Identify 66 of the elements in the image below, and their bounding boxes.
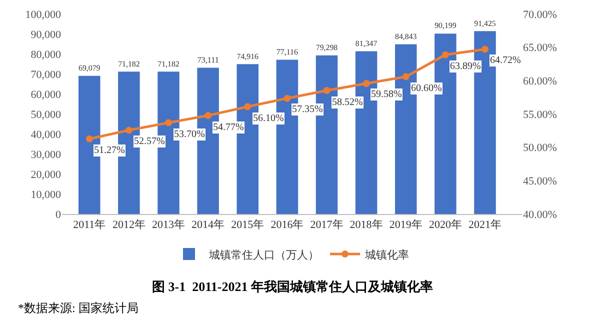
point	[244, 103, 252, 110]
x-tick-label: 2016年	[270, 219, 304, 232]
x-tick-label: 2014年	[192, 219, 225, 232]
text: *数据来源: 国家统计局	[18, 301, 138, 315]
data-label: 79,298	[316, 43, 338, 52]
y-tick-label: 20,000	[30, 168, 62, 181]
x-tick-label: 2011年	[73, 219, 106, 232]
y-tick-label: 100,000	[25, 8, 62, 21]
y2-tick-label: 55.00%	[523, 108, 557, 121]
y-tick-label: 80,000	[30, 48, 62, 61]
point	[323, 87, 330, 94]
data-label: 69,079	[78, 63, 100, 72]
y2-tick-label: 50.00%	[523, 142, 557, 154]
x-tick-label: 2013年	[152, 219, 185, 232]
data-label: 56.10%	[253, 113, 284, 124]
data-label: 59.58%	[371, 89, 402, 100]
y-tick-label: 60,000	[30, 88, 62, 101]
legend-label: 城镇化率	[364, 248, 409, 262]
y-tick-label: 30,000	[30, 148, 62, 161]
y-tick-label: 70,000	[30, 68, 62, 81]
data-label: 81,347	[355, 38, 378, 48]
data-label: 53.70%	[174, 129, 205, 140]
data-label: 71,182	[118, 59, 140, 68]
point	[165, 119, 172, 126]
y2-tick-label: 40.00%	[523, 208, 557, 221]
y-tick-label: 10,000	[30, 188, 62, 201]
y2-tick-label: 70.00%	[523, 8, 557, 21]
data-label: 60.60%	[411, 83, 442, 94]
point	[204, 112, 212, 120]
data-label: 57.35%	[292, 104, 323, 115]
data-label: 90,199	[434, 21, 456, 30]
x-tick-label: 2018年	[350, 219, 383, 232]
data-label: 84,843	[395, 32, 417, 41]
data-label: 63.89%	[450, 61, 481, 72]
data-label: 58.52%	[332, 97, 363, 108]
legend-label: 城镇常住人口（万人）	[208, 248, 319, 262]
point	[86, 135, 93, 142]
data-label: 77,116	[276, 47, 298, 56]
y2-tick-label: 60.00%	[523, 76, 557, 88]
point	[362, 80, 370, 87]
x-tick-label: 2015年	[231, 219, 264, 232]
x-tick-label: 2020年	[428, 219, 462, 232]
x-tick-label: 2019年	[389, 219, 422, 232]
data-label: 52.57%	[134, 136, 165, 147]
y-tick-label: 0	[56, 208, 62, 221]
data-label: 51.27%	[94, 145, 125, 156]
y-tick-label: 50,000	[30, 108, 62, 121]
data-label: 73,111	[197, 55, 219, 64]
data-label: 64.72%	[490, 55, 521, 66]
data-label: 74,916	[236, 52, 259, 61]
point	[284, 94, 291, 102]
x-tick-label: 2012年	[112, 219, 146, 232]
point	[442, 51, 449, 58]
point	[482, 46, 488, 53]
x-tick-label: 2017年	[310, 219, 344, 232]
y2-tick-label: 65.00%	[523, 42, 557, 54]
y-tick-label: 40,000	[30, 128, 62, 141]
data-label: 54.77%	[213, 122, 244, 133]
data-label: 71,182	[158, 59, 180, 68]
y2-tick-label: 45.00%	[523, 176, 557, 188]
y-tick-label: 90,000	[30, 28, 62, 41]
x-tick-label: 2021年	[468, 219, 502, 232]
data-label: 91,425	[474, 18, 496, 28]
text: 图 3-1 2011-2021 年我国城镇常住人口及城镇化率	[152, 279, 433, 294]
point	[125, 126, 132, 134]
point	[402, 73, 410, 80]
